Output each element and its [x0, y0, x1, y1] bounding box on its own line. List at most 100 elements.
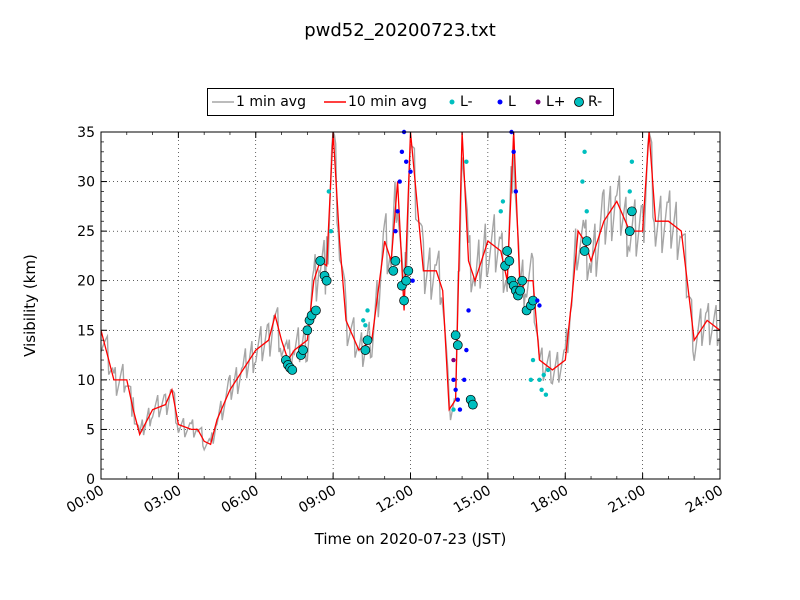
legend-item-l-plus: L+ [532, 89, 566, 115]
x-tick-label: 03:00 [141, 483, 184, 517]
event-point-l [397, 179, 402, 184]
y-axis-label: Visibility (km) [21, 254, 39, 357]
event-point-rminus [401, 275, 412, 286]
event-point-rminus [452, 340, 463, 351]
event-point-l [395, 209, 400, 214]
event-point-l [455, 397, 460, 402]
event-point-lminus [539, 387, 544, 392]
x-tick-label: 09:00 [296, 483, 339, 517]
y-tick-label: 5 [86, 422, 95, 438]
ten-min-line [101, 132, 720, 446]
event-point-rminus [302, 325, 313, 336]
event-point-lminus [543, 392, 549, 397]
event-point-rminus [467, 399, 478, 410]
event-point-lminus [498, 209, 503, 214]
x-tick-label: 18:00 [528, 483, 571, 517]
x-axis-label: Time on 2020-07-23 (JST) [314, 530, 507, 548]
event-point-lminus [537, 377, 542, 383]
event-point-lminus [363, 323, 368, 328]
x-tick-label: 12:00 [374, 483, 417, 517]
event-point-rminus [579, 246, 590, 256]
legend-label-l-plus: L+ [546, 94, 566, 110]
event-point-l [451, 377, 456, 383]
event-point-lminus [580, 179, 585, 184]
event-point-lminus [545, 367, 551, 373]
event-point-rminus [581, 236, 592, 246]
legend-item-1min: 1 min avg [212, 89, 306, 115]
event-point-rminus [450, 330, 461, 341]
legend-item-l-minus: L- [446, 89, 473, 115]
legend-item-l: L [494, 89, 516, 115]
event-point-rminus [321, 275, 332, 286]
event-point-lminus [627, 189, 632, 194]
legend-label-r-minus: R- [588, 94, 603, 110]
event-point-rminus [360, 345, 371, 355]
event-point-lminus [451, 407, 456, 412]
event-point-l [511, 149, 516, 155]
y-tick-label: 15 [77, 323, 95, 339]
event-point-rminus [515, 285, 525, 296]
event-point-l [537, 303, 542, 308]
event-point-lminus [528, 377, 534, 383]
y-tick-label: 0 [86, 472, 95, 488]
y-tick-label: 35 [77, 125, 95, 141]
event-point-rminus [627, 206, 637, 217]
event-point-lminus [361, 318, 366, 323]
event-point-lminus [584, 209, 589, 214]
x-tick-label: 15:00 [451, 483, 494, 517]
y-tick-label: 20 [77, 274, 95, 290]
event-point-lplus [451, 357, 456, 363]
event-point-l [513, 189, 519, 194]
x-tick-label: 24:00 [683, 483, 726, 517]
event-point-l [408, 169, 413, 174]
x-tick-label: 21:00 [606, 483, 649, 517]
legend-item-r-minus: R- [572, 89, 602, 115]
legend-label-l: L [508, 94, 516, 110]
event-point-l [535, 298, 540, 303]
event-point-rminus [390, 256, 401, 266]
event-point-l [399, 149, 405, 155]
event-point-rminus [388, 265, 399, 276]
event-point-l [464, 347, 469, 353]
legend-label-10min: 10 min avg [348, 94, 427, 110]
x-tick-label: 06:00 [219, 483, 262, 517]
event-point-lminus [464, 159, 469, 164]
event-point-l [466, 308, 471, 313]
one-min-line [101, 132, 720, 452]
event-point-lminus [500, 199, 506, 204]
event-point-rminus [624, 226, 635, 236]
y-tick-label: 25 [77, 224, 95, 240]
event-point-lminus [541, 372, 546, 378]
event-point-l [404, 159, 409, 164]
event-point-rminus [287, 365, 298, 375]
legend-label-1min: 1 min avg [236, 94, 306, 110]
event-point-rminus [399, 295, 409, 306]
event-point-lminus [326, 189, 332, 194]
event-point-l [393, 228, 398, 234]
event-point-rminus [315, 256, 326, 266]
event-point-l [410, 278, 415, 283]
event-point-rminus [502, 246, 513, 256]
event-point-lminus [328, 228, 334, 234]
chart-legend: 1 min avg 10 min avg L- L L+ R- [207, 88, 614, 116]
event-point-rminus [403, 265, 414, 276]
y-tick-label: 30 [77, 175, 95, 191]
event-point-rminus [517, 275, 528, 286]
y-tick-label: 10 [77, 373, 95, 389]
chart-title: pwd52_20200723.txt [304, 20, 496, 41]
event-point-lminus [629, 159, 635, 164]
event-point-rminus [362, 335, 373, 346]
legend-label-l-minus: L- [460, 94, 473, 110]
event-point-lminus [582, 149, 587, 155]
event-point-rminus [504, 256, 515, 266]
event-point-l [462, 377, 467, 383]
event-point-rminus [311, 305, 321, 316]
event-point-lminus [530, 357, 536, 363]
event-point-l [457, 407, 463, 412]
event-point-rminus [298, 345, 308, 355]
event-point-lminus [365, 308, 370, 313]
legend-item-10min: 10 min avg [324, 89, 427, 115]
one-min-trace [101, 132, 720, 452]
event-point-l [453, 387, 458, 392]
